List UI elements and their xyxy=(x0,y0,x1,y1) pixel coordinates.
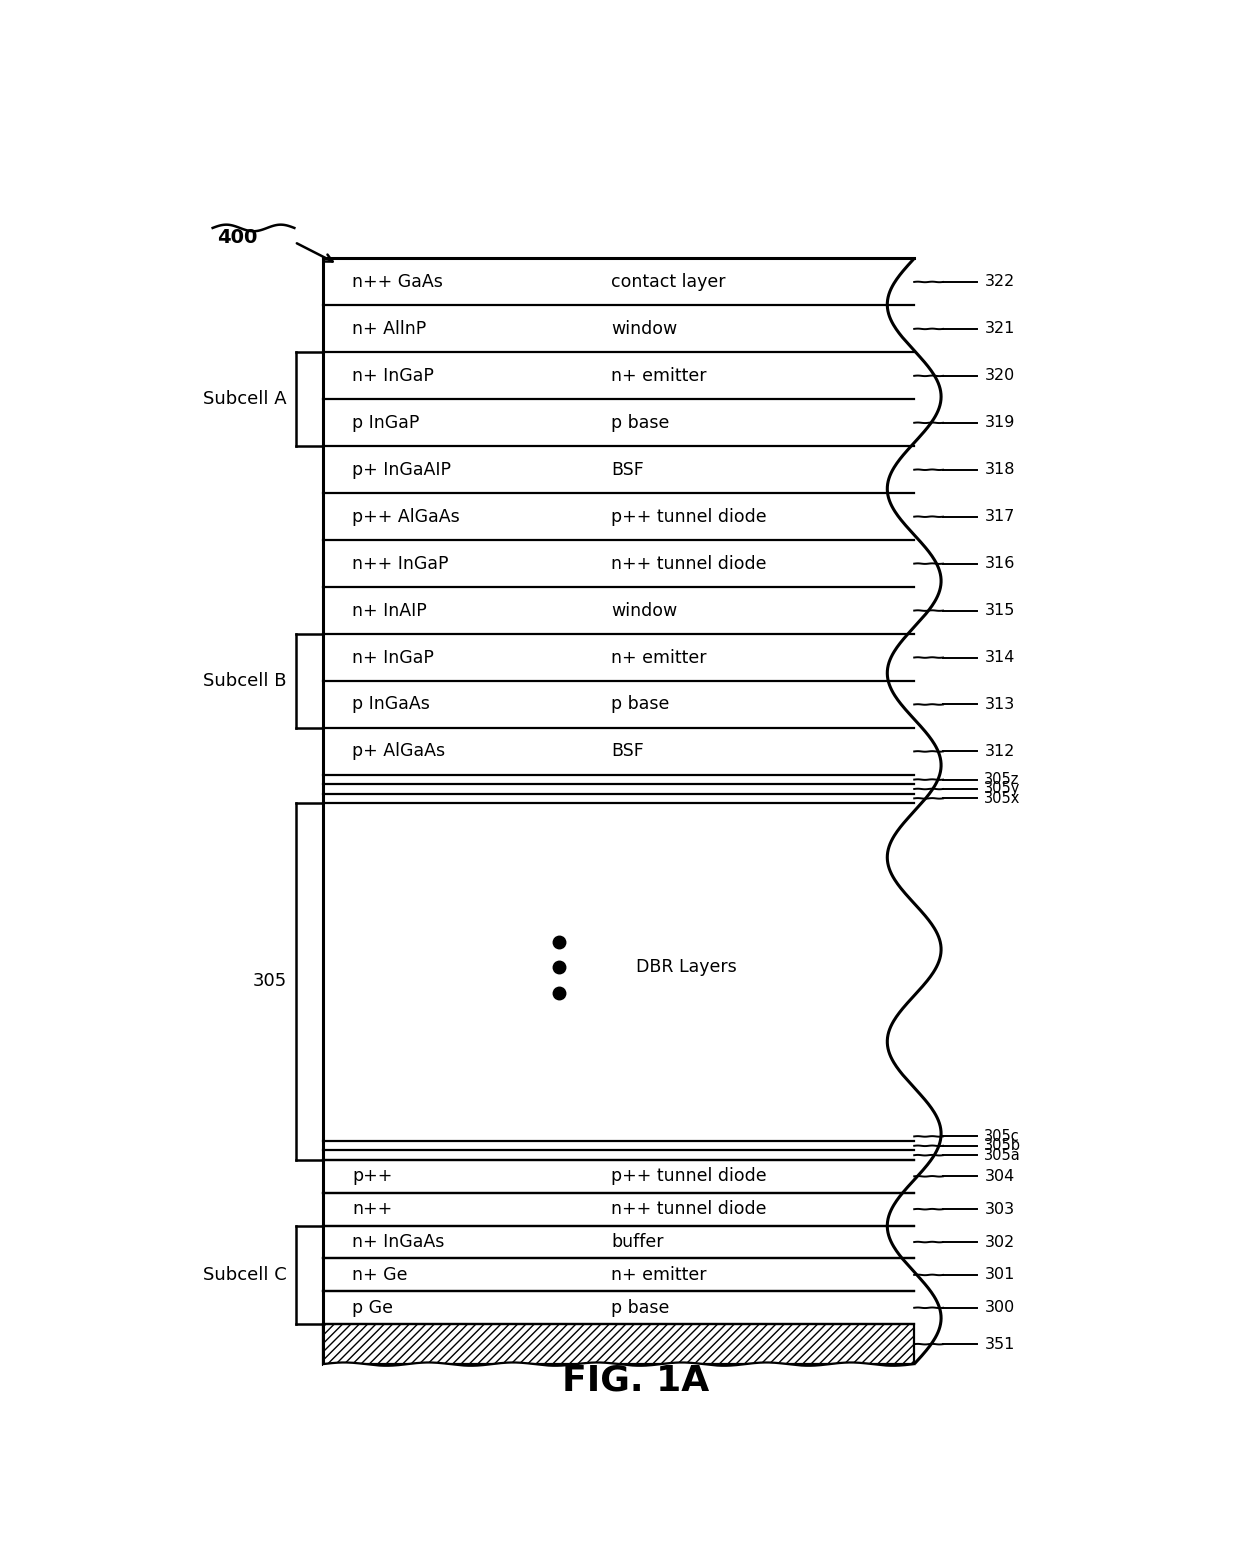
Text: 303: 303 xyxy=(985,1202,1014,1216)
Text: 300: 300 xyxy=(985,1301,1014,1315)
Text: n+ InGaAs: n+ InGaAs xyxy=(352,1233,444,1250)
Text: p InGaP: p InGaP xyxy=(352,414,419,432)
Text: n+ AllnP: n+ AllnP xyxy=(352,320,427,338)
Text: n+ emitter: n+ emitter xyxy=(611,649,707,666)
Text: buffer: buffer xyxy=(611,1233,663,1250)
Text: window: window xyxy=(611,602,678,619)
Text: DBR Layers: DBR Layers xyxy=(635,959,737,976)
Text: BSF: BSF xyxy=(611,461,645,480)
Text: p++ tunnel diode: p++ tunnel diode xyxy=(611,1167,768,1185)
Text: Subcell A: Subcell A xyxy=(203,390,286,409)
Text: n++ tunnel diode: n++ tunnel diode xyxy=(611,1200,768,1218)
Text: contact layer: contact layer xyxy=(611,273,725,291)
Text: 400: 400 xyxy=(217,227,258,248)
Text: p base: p base xyxy=(611,696,670,713)
Text: 305x: 305x xyxy=(985,791,1021,805)
Text: p InGaAs: p InGaAs xyxy=(352,696,430,713)
Text: 319: 319 xyxy=(985,415,1014,431)
Text: 301: 301 xyxy=(985,1268,1014,1282)
Text: 318: 318 xyxy=(985,462,1014,478)
Text: 313: 313 xyxy=(985,697,1014,711)
Text: 315: 315 xyxy=(985,603,1014,617)
Text: p++ tunnel diode: p++ tunnel diode xyxy=(611,508,768,525)
Text: n++ tunnel diode: n++ tunnel diode xyxy=(611,555,768,572)
Text: 314: 314 xyxy=(985,650,1014,664)
Text: p Ge: p Ge xyxy=(352,1299,393,1316)
Text: n+ emitter: n+ emitter xyxy=(611,367,707,385)
Text: 302: 302 xyxy=(985,1235,1014,1249)
Text: 317: 317 xyxy=(985,509,1014,525)
Text: 305c: 305c xyxy=(985,1128,1021,1144)
Text: n+ InGaP: n+ InGaP xyxy=(352,649,434,666)
Text: n++: n++ xyxy=(352,1200,392,1218)
Text: Subcell B: Subcell B xyxy=(203,672,286,689)
Text: 321: 321 xyxy=(985,321,1014,337)
Text: 305y: 305y xyxy=(985,782,1021,796)
Text: Subcell C: Subcell C xyxy=(203,1266,286,1283)
Text: p+ InGaAIP: p+ InGaAIP xyxy=(352,461,451,480)
Text: window: window xyxy=(611,320,678,338)
Text: 305z: 305z xyxy=(985,773,1019,787)
Text: n++ InGaP: n++ InGaP xyxy=(352,555,449,572)
Text: p base: p base xyxy=(611,414,670,432)
Text: p++: p++ xyxy=(352,1167,392,1185)
Text: 316: 316 xyxy=(985,556,1014,570)
Text: BSF: BSF xyxy=(611,743,645,760)
Text: 351: 351 xyxy=(985,1337,1014,1352)
Text: p++ AlGaAs: p++ AlGaAs xyxy=(352,508,460,525)
Text: n+ InAIP: n+ InAIP xyxy=(352,602,427,619)
Text: 304: 304 xyxy=(985,1169,1014,1183)
Text: 305b: 305b xyxy=(985,1138,1022,1153)
Text: n+ InGaP: n+ InGaP xyxy=(352,367,434,385)
Bar xyxy=(324,1324,914,1365)
Text: n++ GaAs: n++ GaAs xyxy=(352,273,443,291)
Text: FIG. 1A: FIG. 1A xyxy=(562,1363,709,1398)
Text: 312: 312 xyxy=(985,744,1014,758)
Text: p base: p base xyxy=(611,1299,670,1316)
Text: p+ AlGaAs: p+ AlGaAs xyxy=(352,743,445,760)
Text: 320: 320 xyxy=(985,368,1014,384)
Text: 305: 305 xyxy=(253,973,286,990)
Text: 305a: 305a xyxy=(985,1147,1021,1163)
Text: n+ Ge: n+ Ge xyxy=(352,1266,408,1283)
Text: 322: 322 xyxy=(985,274,1014,290)
Text: n+ emitter: n+ emitter xyxy=(611,1266,707,1283)
